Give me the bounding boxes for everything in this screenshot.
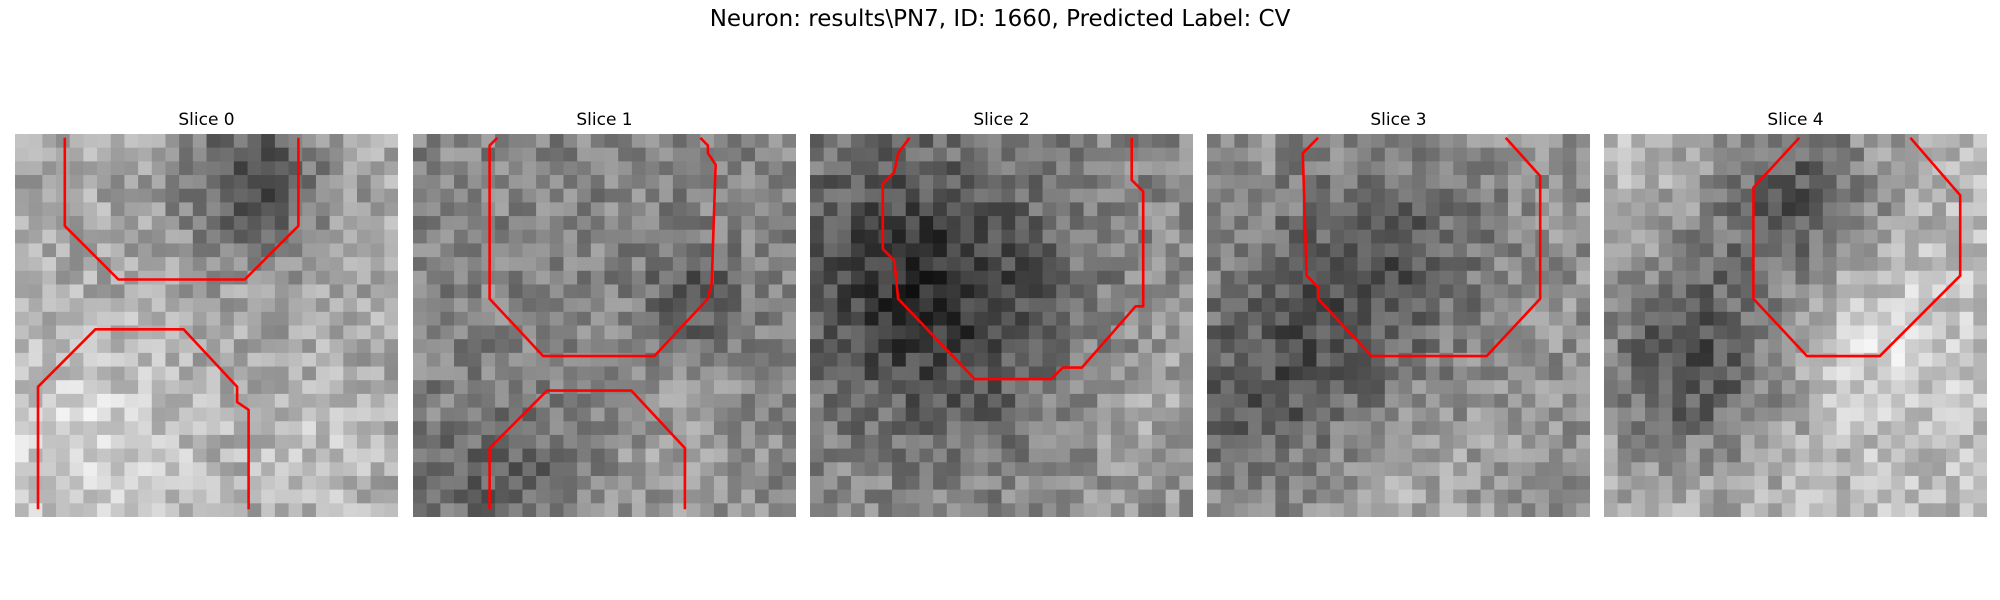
contour-line [1752,136,1962,358]
slice-image-1 [413,134,796,517]
slice-title: Slice 0 [178,110,235,130]
contour-line [63,137,300,281]
slice-image-0 [15,134,398,517]
slice-panel-1: Slice 1 [413,105,796,525]
slice-image-2 [810,134,1193,517]
slice-title: Slice 4 [1767,110,1824,130]
slice-title: Slice 2 [973,110,1030,130]
slice-panel-0: Slice 0 [15,105,398,525]
slice-image-3 [1207,134,1590,517]
slice-panel-3: Slice 3 [1207,105,1590,525]
slice-title: Slice 3 [1370,110,1427,130]
contour-line [488,136,717,358]
contour-line [881,137,1145,381]
contour-line [1301,136,1542,358]
slice-panel-2: Slice 2 [810,105,1193,525]
slice-panel-4: Slice 4 [1604,105,1987,525]
contour-line [488,389,687,510]
slice-title: Slice 1 [576,110,633,130]
contour-line [36,328,250,510]
slice-image-4 [1604,134,1987,517]
figure-title: Neuron: results\PN7, ID: 1660, Predicted… [709,6,1291,32]
